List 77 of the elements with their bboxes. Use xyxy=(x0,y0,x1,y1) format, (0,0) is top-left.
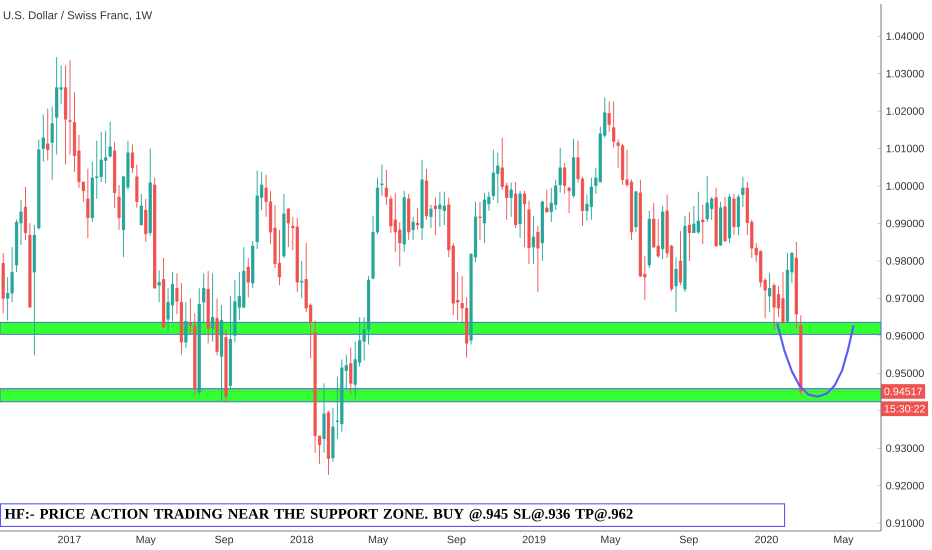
candlestick xyxy=(416,207,420,230)
x-tick-label: Sep xyxy=(680,536,698,546)
x-tick-label: May xyxy=(136,536,156,546)
candlestick xyxy=(117,184,121,230)
candlestick xyxy=(184,302,188,349)
candlestick xyxy=(701,204,704,245)
candlestick xyxy=(170,272,174,322)
candlestick xyxy=(140,193,143,226)
candlestick xyxy=(202,272,206,324)
candlestick xyxy=(158,270,161,303)
annotation: HF:- PRICE ACTION TRADING NEAR THE SUPPORT ZONE. BUY @.945 SL@.936 TP@.962 xyxy=(4,508,633,522)
x-tick-label: Sep xyxy=(215,536,234,546)
candlestick xyxy=(68,60,72,156)
candlestick xyxy=(211,272,214,342)
candlestick xyxy=(300,260,304,299)
line-series xyxy=(776,322,855,398)
y-tick-label: 0.91000 xyxy=(886,519,924,527)
x-tick-label: May xyxy=(368,536,388,546)
y-tick-label: 0.97000 xyxy=(886,294,924,302)
candlestick xyxy=(510,182,513,218)
y-tick-label: 1.02000 xyxy=(886,107,924,115)
y-tick-label: 1.01000 xyxy=(886,144,924,152)
candlestick xyxy=(536,226,540,293)
candlestick xyxy=(86,168,90,239)
candlestick xyxy=(688,211,692,262)
candlestick xyxy=(563,162,566,194)
candlestick xyxy=(532,216,536,264)
y-tick-label: 0.96000 xyxy=(886,332,924,340)
candlestick xyxy=(674,256,678,313)
candlestick xyxy=(108,121,112,158)
y-tick-label: 1.04000 xyxy=(886,32,924,40)
candlestick xyxy=(772,282,776,331)
candlestick xyxy=(144,198,148,242)
candlestick xyxy=(608,100,611,132)
candlestick xyxy=(286,207,290,248)
y-tick-label: 1.03000 xyxy=(886,70,924,78)
x-tick-label: 2020 xyxy=(755,536,778,544)
candlestick xyxy=(741,176,744,208)
candlestick xyxy=(482,192,486,244)
candlestick xyxy=(50,106,54,180)
candlestick xyxy=(10,246,14,303)
candlestick xyxy=(42,114,45,162)
candlestick xyxy=(678,230,682,286)
candlestick xyxy=(384,169,388,206)
candlestick xyxy=(175,272,179,315)
y-tick-label: 0.95000 xyxy=(886,370,924,378)
candlestick xyxy=(429,204,433,228)
x-tick-label: 2019 xyxy=(522,536,546,544)
candlestick xyxy=(558,147,562,194)
candlestick xyxy=(567,186,571,214)
candlestick xyxy=(166,288,170,332)
y-tick-label: 0.99000 xyxy=(886,220,924,228)
y-tick-label: 0.93000 xyxy=(886,444,924,452)
candlestick xyxy=(130,144,134,174)
x-tick-label: Sep xyxy=(447,536,466,546)
y-tick-label: 0.92000 xyxy=(886,482,924,490)
y-tick-label: 0.98000 xyxy=(886,257,924,265)
candlestick xyxy=(781,272,785,325)
candlestick xyxy=(246,257,250,298)
candlestick xyxy=(46,108,50,162)
x-tick-label: 2017 xyxy=(58,536,81,544)
candlestick xyxy=(545,189,548,214)
candlestick xyxy=(768,272,772,313)
x-tick-label: May xyxy=(601,536,621,546)
y-tick-label: 1.00000 xyxy=(886,182,924,190)
candlestick xyxy=(380,164,384,196)
candlestick xyxy=(522,190,526,248)
candlestick xyxy=(434,197,438,236)
text: U.S. Dollar / Swiss Franc, 1W xyxy=(4,10,152,21)
candlestick xyxy=(478,201,482,240)
candlestick xyxy=(612,100,616,148)
x-tick-label: 2018 xyxy=(290,536,314,544)
candlestick xyxy=(278,229,282,286)
text: 15:30:22 xyxy=(884,404,925,413)
x-tick-label: May xyxy=(834,536,854,546)
candlestick xyxy=(412,216,415,240)
ref-line-label: 0.94517 xyxy=(884,388,922,396)
